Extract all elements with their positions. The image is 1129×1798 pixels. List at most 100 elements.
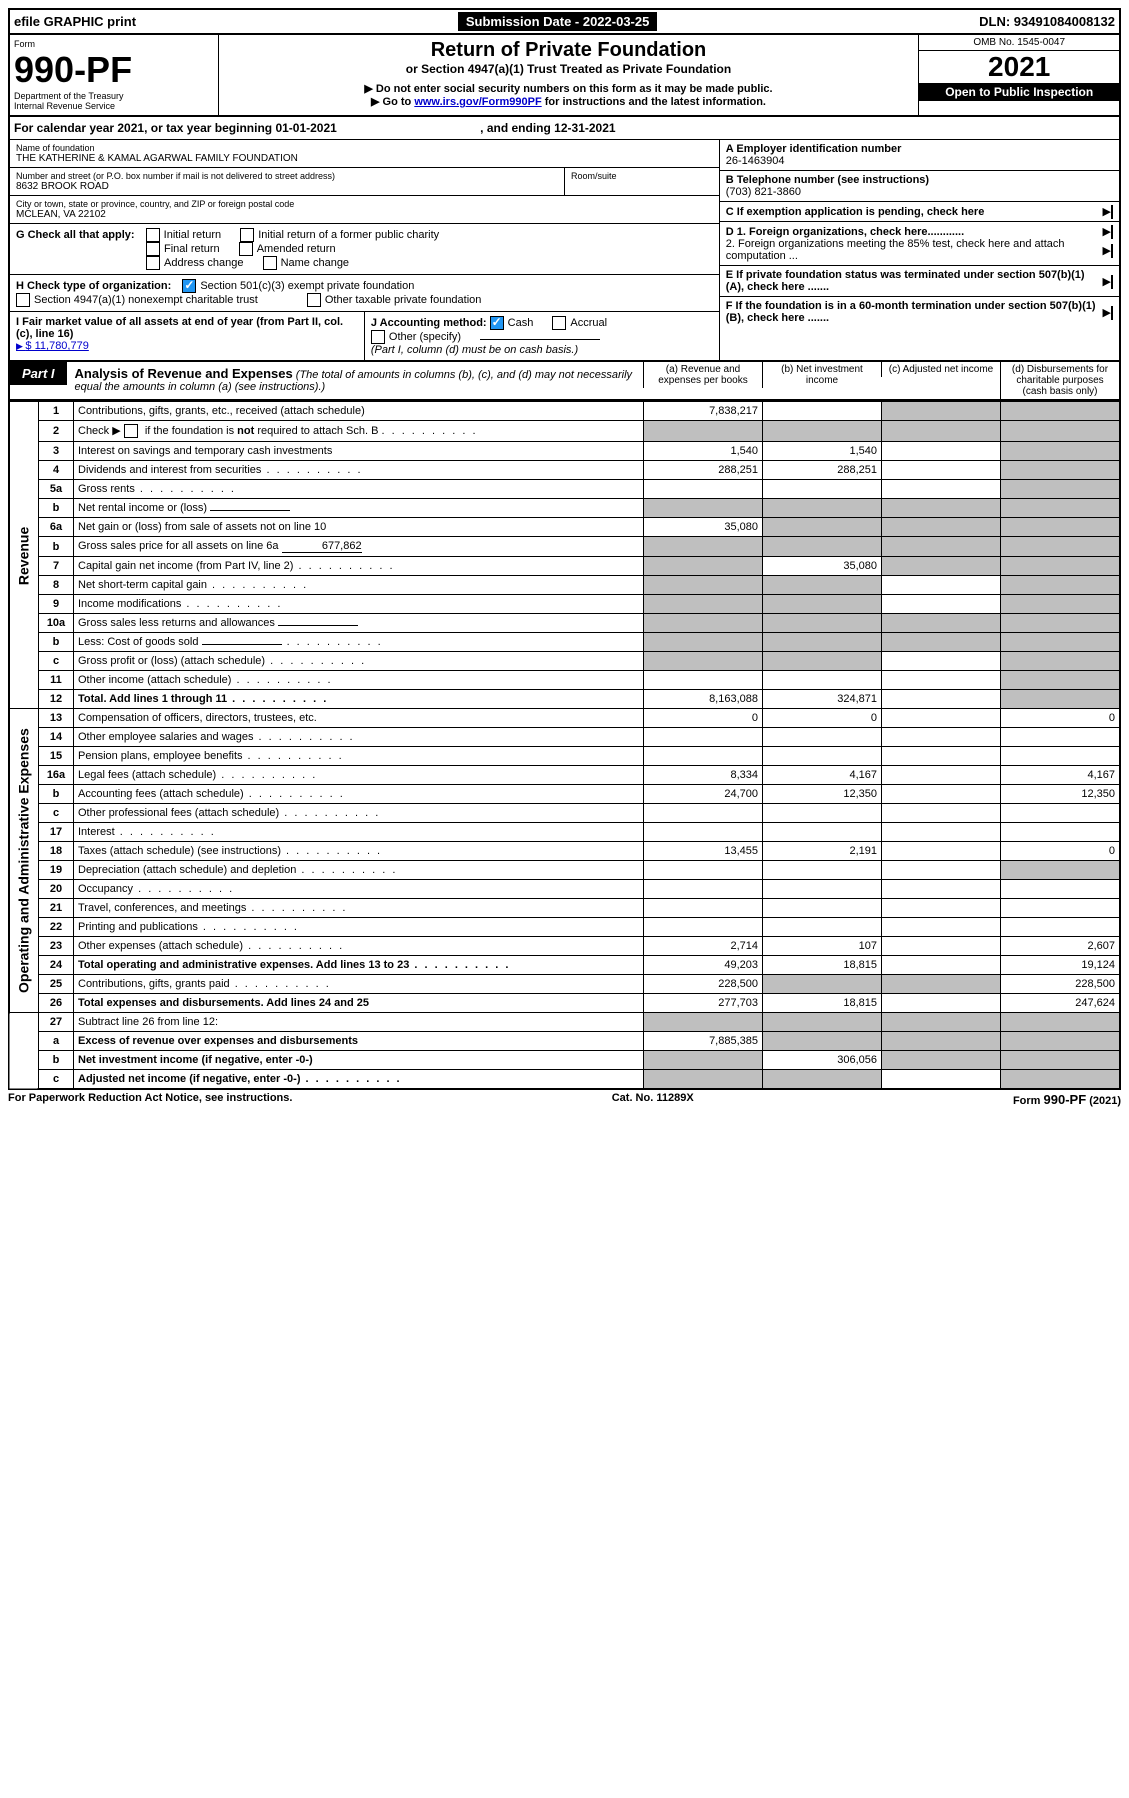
- checkbox-4947a1[interactable]: [16, 293, 30, 307]
- checkbox-final-return[interactable]: [146, 242, 160, 256]
- value-cell: 0: [644, 709, 763, 728]
- table-row: bGross sales price for all assets on lin…: [9, 537, 1120, 557]
- table-row: bNet rental income or (loss): [9, 499, 1120, 518]
- value-cell: [763, 747, 882, 766]
- line-number: 26: [39, 994, 74, 1013]
- checkbox-c[interactable]: [1111, 205, 1113, 219]
- checkbox-cash[interactable]: [490, 316, 504, 330]
- line-desc: Gross rents: [74, 480, 644, 499]
- col-a-hdr: (a) Revenue and expenses per books: [643, 362, 762, 388]
- line-number: 4: [39, 461, 74, 480]
- e-label: E If private foundation status was termi…: [726, 269, 1103, 293]
- table-row: 5aGross rents: [9, 480, 1120, 499]
- value-cell: [882, 880, 1001, 899]
- value-cell: [644, 595, 763, 614]
- line-number: 5a: [39, 480, 74, 499]
- checkbox-d1[interactable]: [1111, 225, 1113, 239]
- checkbox-other-method[interactable]: [371, 330, 385, 344]
- line-number: 16a: [39, 766, 74, 785]
- checkbox-d2[interactable]: [1111, 244, 1113, 258]
- cal-year-a: For calendar year 2021, or tax year begi…: [14, 121, 337, 135]
- line-number: 8: [39, 576, 74, 595]
- value-cell: [644, 1051, 763, 1070]
- part-1-tag: Part I: [10, 362, 67, 385]
- line-desc: Contributions, gifts, grants paid: [74, 975, 644, 994]
- line-number: 9: [39, 595, 74, 614]
- room-label: Room/suite: [571, 171, 713, 181]
- value-cell: [882, 842, 1001, 861]
- note2-pre: ▶ Go to: [371, 96, 414, 108]
- checkbox-501c3[interactable]: [182, 279, 196, 293]
- line-desc: Dividends and interest from securities: [74, 461, 644, 480]
- checkbox-e[interactable]: [1111, 275, 1113, 289]
- value-cell: [1001, 880, 1121, 899]
- value-cell: 24,700: [644, 785, 763, 804]
- value-cell: [644, 880, 763, 899]
- c-label: C If exemption application is pending, c…: [726, 206, 985, 218]
- checkbox-initial-return[interactable]: [146, 228, 160, 242]
- value-cell: [1001, 690, 1121, 709]
- form990pf-link[interactable]: www.irs.gov/Form990PF: [414, 96, 541, 108]
- checkbox-other-taxable[interactable]: [307, 293, 321, 307]
- line-desc: Interest: [74, 823, 644, 842]
- line-number: 19: [39, 861, 74, 880]
- value-cell: [882, 576, 1001, 595]
- line-number: 10a: [39, 614, 74, 633]
- value-cell: [763, 576, 882, 595]
- line-desc: Compensation of officers, directors, tru…: [74, 709, 644, 728]
- value-cell: [644, 614, 763, 633]
- table-row: 8Net short-term capital gain: [9, 576, 1120, 595]
- line-desc: Excess of revenue over expenses and disb…: [74, 1032, 644, 1051]
- value-cell: [882, 421, 1001, 442]
- table-row: bLess: Cost of goods sold: [9, 633, 1120, 652]
- table-row: 24Total operating and administrative exp…: [9, 956, 1120, 975]
- value-cell: [644, 537, 763, 557]
- value-cell: [882, 537, 1001, 557]
- value-cell: [763, 861, 882, 880]
- line-desc: Depreciation (attach schedule) and deple…: [74, 861, 644, 880]
- line-desc: Total expenses and disbursements. Add li…: [74, 994, 644, 1013]
- value-cell: [644, 747, 763, 766]
- value-cell: [1001, 747, 1121, 766]
- checkbox-f[interactable]: [1111, 306, 1113, 320]
- value-cell: [644, 1013, 763, 1032]
- value-cell: [763, 899, 882, 918]
- checkbox-addr-change[interactable]: [146, 256, 160, 270]
- value-cell: 228,500: [644, 975, 763, 994]
- submission-date: Submission Date - 2022-03-25: [458, 12, 658, 31]
- table-row: 11Other income (attach schedule): [9, 671, 1120, 690]
- table-row: 4Dividends and interest from securities2…: [9, 461, 1120, 480]
- table-row: Operating and Administrative Expenses13C…: [9, 709, 1120, 728]
- value-cell: [1001, 537, 1121, 557]
- line-number: 17: [39, 823, 74, 842]
- page-footer: For Paperwork Reduction Act Notice, see …: [8, 1090, 1121, 1109]
- value-cell: 1,540: [644, 442, 763, 461]
- value-cell: [1001, 557, 1121, 576]
- value-cell: [644, 557, 763, 576]
- value-cell: [1001, 614, 1121, 633]
- line-desc: Gross profit or (loss) (attach schedule): [74, 652, 644, 671]
- part-1-table: Revenue1Contributions, gifts, grants, et…: [8, 401, 1121, 1090]
- value-cell: [882, 1013, 1001, 1032]
- value-cell: [1001, 899, 1121, 918]
- checkbox-accrual[interactable]: [552, 316, 566, 330]
- i-value[interactable]: $ 11,780,779: [16, 340, 89, 352]
- value-cell: [882, 785, 1001, 804]
- value-cell: [763, 595, 882, 614]
- value-cell: 35,080: [644, 518, 763, 537]
- value-cell: [1001, 402, 1121, 421]
- checkbox-name-change[interactable]: [263, 256, 277, 270]
- table-row: 15Pension plans, employee benefits: [9, 747, 1120, 766]
- checkbox-amended[interactable]: [239, 242, 253, 256]
- footer-mid: Cat. No. 11289X: [612, 1092, 694, 1107]
- checkbox-initial-former[interactable]: [240, 228, 254, 242]
- value-cell: [882, 518, 1001, 537]
- line-desc: Check ▶ if the foundation is not require…: [74, 421, 644, 442]
- value-cell: [882, 633, 1001, 652]
- form-number: 990-PF: [14, 49, 214, 91]
- line-number: 11: [39, 671, 74, 690]
- value-cell: [882, 461, 1001, 480]
- value-cell: [882, 652, 1001, 671]
- expenses-side-label: Operating and Administrative Expenses: [9, 709, 39, 1013]
- value-cell: [1001, 823, 1121, 842]
